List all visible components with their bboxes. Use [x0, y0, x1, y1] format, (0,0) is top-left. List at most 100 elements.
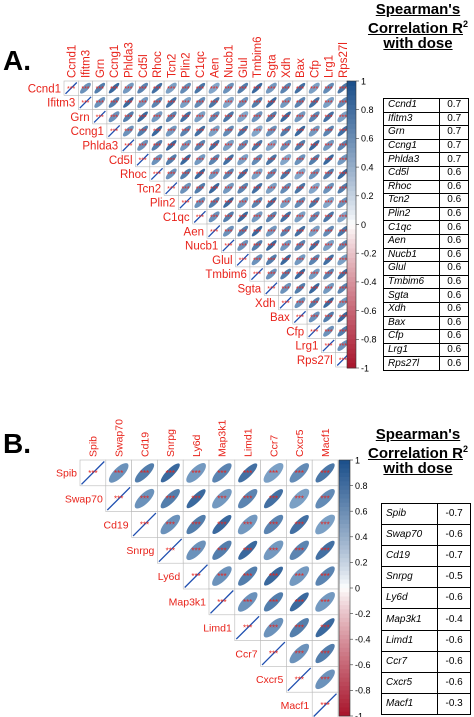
panel-a-significance-stars: ***: [110, 86, 118, 93]
panel-a-significance-stars: ***: [181, 143, 189, 150]
panel-a-significance-stars: ***: [324, 272, 332, 279]
panel-b-significance-stars: ***: [295, 495, 304, 504]
panel-b-row-label: Snrpg: [126, 545, 154, 557]
panel-a-significance-stars: ***: [310, 143, 318, 150]
panel-b-correlation-ellipse: [212, 566, 232, 586]
table-b-gene-cell: Limd1: [380, 629, 439, 652]
table-a-row: Tcn2 0.6: [382, 193, 469, 208]
panel-a-correlation-ellipse: [222, 139, 234, 151]
panel-a-correlation-ellipse: [323, 197, 335, 209]
panel-a-significance-stars: ***: [296, 243, 304, 250]
panel-a-correlation-ellipse: [294, 111, 306, 123]
panel-a-correlation-ellipse: [323, 111, 334, 123]
table-a-gene-cell: Grn: [382, 125, 441, 140]
panel-a-correlation-ellipse: [294, 240, 306, 251]
table-a-row: Plin2 0.6: [382, 206, 469, 222]
panel-a-colorbar-tick-label: -1: [361, 363, 369, 373]
panel-a-significance-stars: ***: [310, 200, 318, 207]
panel-a-correlation-ellipse: [308, 111, 320, 123]
panel-a-correlation-ellipse: [123, 97, 134, 108]
panel-a-correlation-ellipse: [308, 297, 320, 308]
panel-a-colorbar-segment: [347, 291, 356, 297]
table-a-value-cell: 0.7: [439, 125, 469, 140]
panel-b-row-label: Swap70: [65, 493, 103, 505]
panel-a-significance-stars: ***: [224, 186, 232, 193]
panel-a-correlation-ellipse: [251, 240, 263, 251]
panel-a-significance-stars: ***: [224, 157, 232, 164]
table-a-row: Phlda3 0.7: [382, 152, 469, 167]
panel-b-significance-stars: ***: [295, 572, 304, 581]
panel-a-correlation-ellipse: [337, 197, 349, 208]
panel-b-colorbar-segment: [339, 652, 350, 657]
panel-a-significance-stars: ***: [167, 172, 175, 179]
table-a-row: Nucb1 0.6: [382, 247, 469, 263]
panel-b-significance-stars: ***: [243, 624, 252, 633]
panel-a-correlation-ellipse: [294, 268, 306, 280]
panel-a-correlation-ellipse: [237, 97, 249, 108]
panel-a-column-label: Bax: [295, 58, 307, 78]
table-a-row: Grn 0.7: [382, 125, 469, 140]
panel-b-significance-stars: ***: [217, 572, 226, 581]
panel-b-correlation-ellipse: [237, 592, 258, 612]
panel-b-colorbar-segment: [339, 528, 350, 533]
table-b-gene-cell: Swap70: [380, 524, 439, 547]
panel-a-significance-stars: ***: [296, 172, 304, 179]
panel-a-significance-stars: ***: [296, 186, 304, 193]
panel-b-correlation-ellipse: [134, 463, 155, 483]
panel-a-correlation-ellipse: [280, 154, 292, 166]
panel-a-correlation-ellipse: [137, 125, 148, 137]
panel-b-correlation-ellipse: [212, 463, 232, 483]
panel-a-correlation-ellipse: [266, 111, 277, 123]
panel-b-row-label: Limd1: [203, 622, 232, 634]
table-a-gene-cell: Ifitm3: [382, 111, 441, 127]
panel-a-correlation-ellipse: [108, 97, 120, 108]
table-b-title-line2: Correlation R2: [367, 444, 469, 462]
panel-b-significance-stars: ***: [217, 546, 226, 555]
panel-b-significance-stars: ***: [320, 469, 329, 478]
panel-b-colorbar-tick-label: -0.8: [355, 686, 371, 696]
panel-a-correlation-ellipse: [294, 225, 306, 237]
panel-a-significance-stars: ***: [224, 214, 232, 221]
panel-b-significance-stars: ***: [191, 572, 200, 581]
panel-a-significance-stars: ***: [339, 186, 347, 193]
panel-b-significance-stars: ***: [217, 521, 226, 530]
panel-b-significance-stars: ***: [320, 521, 329, 530]
panel-a-column-label: C1qc: [195, 51, 207, 78]
panel-a-colorbar-segment: [347, 200, 356, 206]
panel-a-correlation-ellipse: [237, 82, 249, 94]
panel-a-correlation-ellipse: [308, 197, 320, 208]
panel-a-significance-stars: ***: [310, 300, 318, 307]
panel-a-significance-stars: ***: [224, 100, 232, 107]
panel-a-colorbar-segment: [347, 95, 356, 101]
panel-a-significance-stars: ***: [210, 229, 218, 236]
table-b-row: Cxcr5 -0.6: [380, 671, 471, 694]
panel-a-correlation-ellipse: [266, 97, 277, 108]
panel-a-significance-stars: ***: [239, 143, 247, 150]
panel-a-colorbar-segment: [347, 286, 356, 292]
panel-a-correlation-ellipse: [194, 125, 206, 137]
table-a-value-cell: 0.6: [439, 206, 469, 222]
panel-a-correlation-ellipse: [137, 82, 149, 94]
table-a-value-cell: 0.6: [439, 342, 469, 358]
panel-a-correlation-ellipse: [294, 154, 306, 166]
panel-a-significance-stars: ***: [310, 100, 318, 107]
panel-a-row-label: Aen: [184, 226, 204, 238]
panel-a-correlation-ellipse: [337, 154, 349, 166]
panel-a-correlation-ellipse: [237, 182, 249, 194]
table-a-gene-cell: Ccnd1: [382, 98, 441, 113]
panel-a-significance-stars: ***: [210, 129, 218, 136]
table-a-row: Ccnd1 0.7: [382, 98, 469, 113]
panel-a-correlation-ellipse: [223, 225, 234, 237]
panel-a-diagonal-line: [208, 225, 221, 238]
panel-b-colorbar-segment: [339, 673, 350, 678]
panel-a-correlation-ellipse: [294, 297, 306, 309]
panel-a-significance-stars: ***: [310, 329, 318, 336]
panel-a-significance-stars: ***: [210, 186, 218, 193]
panel-b-correlation-ellipse: [263, 489, 284, 509]
panel-a-significance-stars: ***: [239, 100, 247, 107]
panel-a-significance-stars: ***: [124, 100, 132, 107]
panel-a-significance-stars: ***: [310, 157, 318, 164]
panel-a-significance-stars: ***: [339, 272, 347, 279]
table-a-value-cell: 0.6: [439, 247, 469, 263]
table-a-row: Sgta 0.6: [382, 288, 469, 303]
